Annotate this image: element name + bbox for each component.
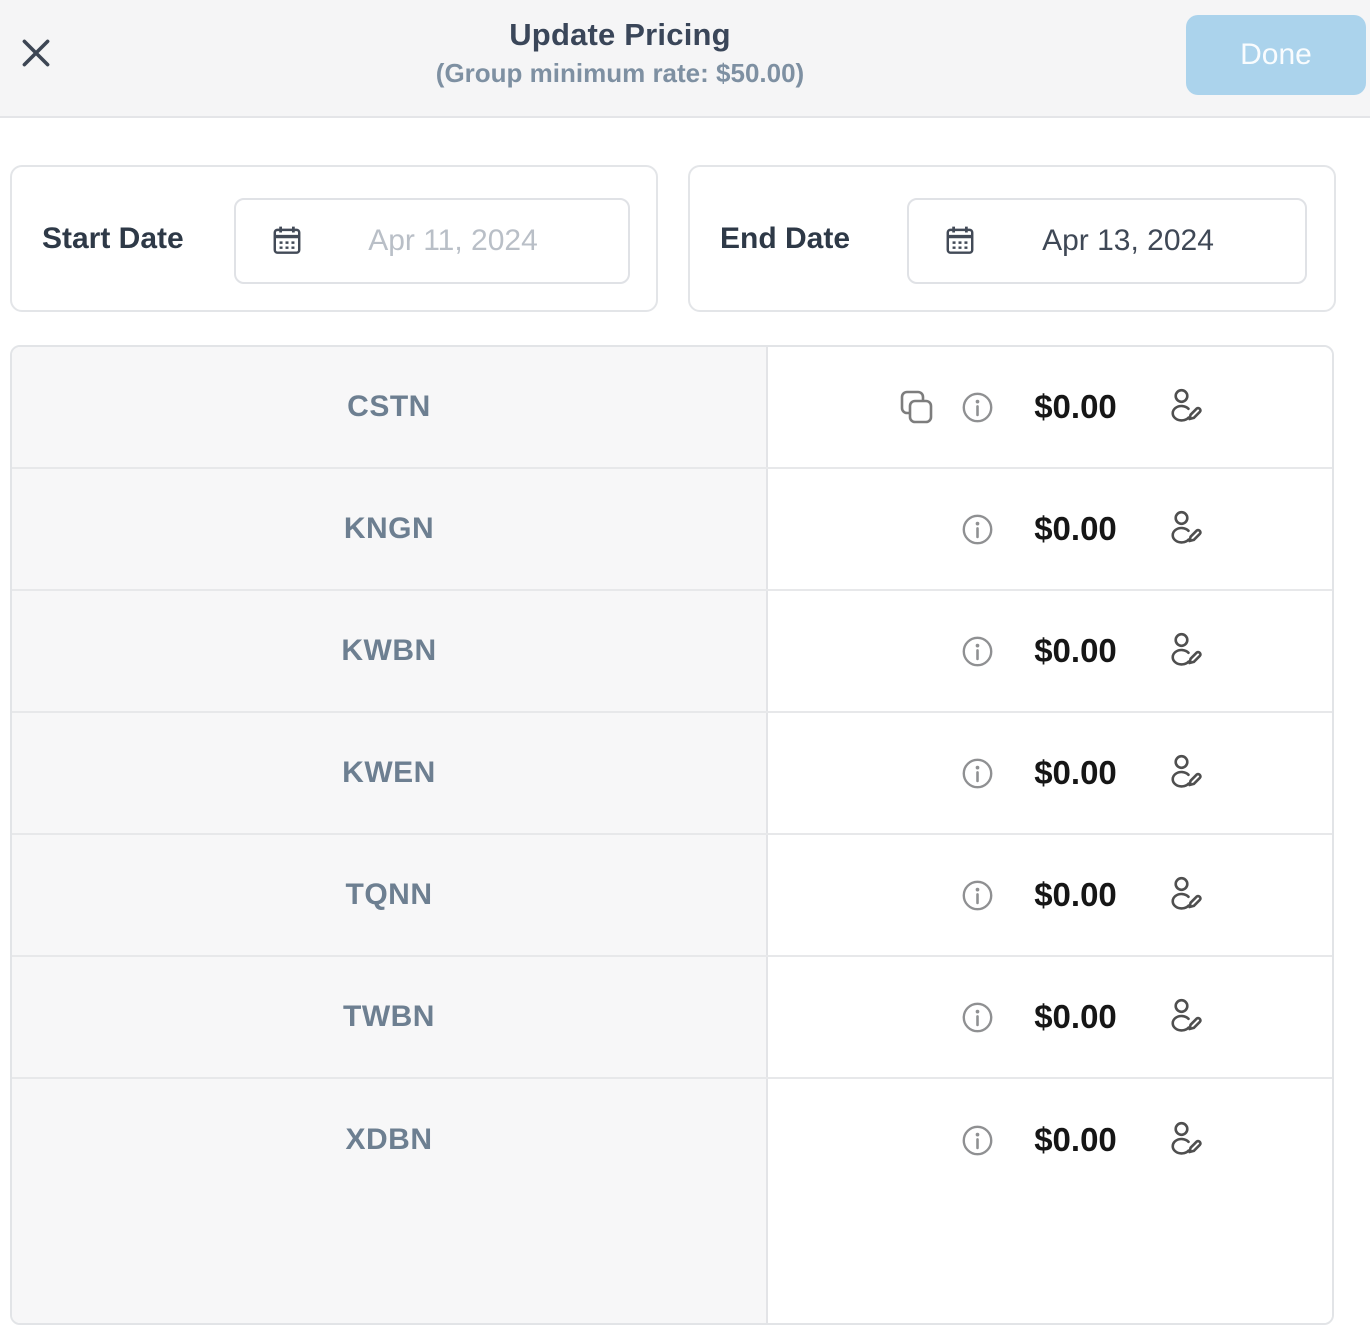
table-row: TWBN $0.00: [12, 957, 1332, 1079]
done-button[interactable]: Done: [1186, 15, 1366, 95]
end-date-field[interactable]: [977, 224, 1305, 258]
row-price-cell: $0.00: [768, 957, 1332, 1077]
row-code: TWBN: [343, 1000, 435, 1033]
page-title: Update Pricing: [509, 17, 731, 52]
row-price: $0.00: [1034, 754, 1117, 791]
row-code: XDBN: [345, 1123, 433, 1156]
info-icon[interactable]: [961, 879, 994, 912]
info-icon[interactable]: [961, 1124, 994, 1157]
table-row: KWEN $0.00: [12, 713, 1332, 835]
person-edit-icon[interactable]: [1165, 387, 1205, 427]
close-button[interactable]: [16, 34, 56, 74]
calendar-icon: [270, 224, 304, 258]
end-date-input[interactable]: [907, 198, 1307, 284]
row-price-cell: $0.00: [768, 591, 1332, 711]
row-price-cell: $0.00: [768, 469, 1332, 589]
row-price: $0.00: [1034, 510, 1117, 547]
person-edit-icon[interactable]: [1165, 997, 1205, 1037]
row-code-cell: CSTN: [12, 347, 768, 467]
person-edit-icon[interactable]: [1165, 631, 1205, 671]
row-price-cell: $0.00: [768, 1079, 1332, 1201]
info-icon[interactable]: [961, 1001, 994, 1034]
person-edit-icon[interactable]: [1165, 753, 1205, 793]
start-date-input[interactable]: [234, 198, 630, 284]
row-price: $0.00: [1034, 1121, 1117, 1158]
row-code-cell: TQNN: [12, 835, 768, 955]
table-row: KNGN $0.00: [12, 469, 1332, 591]
row-price-cell: $0.00: [768, 713, 1332, 833]
row-code: KWEN: [342, 756, 436, 789]
row-code-cell: KWBN: [12, 591, 768, 711]
info-icon[interactable]: [961, 513, 994, 546]
info-icon[interactable]: [961, 391, 994, 424]
row-code: KNGN: [343, 512, 435, 545]
row-code: CSTN: [347, 390, 431, 423]
info-icon[interactable]: [961, 635, 994, 668]
start-date-label: Start Date: [42, 221, 184, 255]
table-row: TQNN $0.00: [12, 835, 1332, 957]
pricing-table-body: CSTN $0.00: [12, 347, 1332, 1201]
copy-icon[interactable]: [895, 387, 935, 427]
table-row-partial: [12, 1201, 1332, 1323]
table-row: KWBN $0.00: [12, 591, 1332, 713]
calendar-icon: [943, 224, 977, 258]
person-edit-icon[interactable]: [1165, 1120, 1205, 1160]
row-code-cell: KNGN: [12, 469, 768, 589]
row-code: KWBN: [341, 634, 437, 667]
row-price: $0.00: [1034, 998, 1117, 1035]
row-price: $0.00: [1034, 388, 1117, 425]
person-edit-icon[interactable]: [1165, 509, 1205, 549]
row-code-cell: XDBN: [12, 1079, 768, 1201]
row-price: $0.00: [1034, 876, 1117, 913]
row-price-cell: $0.00: [768, 347, 1332, 467]
pricing-table: CSTN $0.00: [10, 345, 1334, 1325]
table-row: CSTN $0.00: [12, 347, 1332, 469]
row-code: TQNN: [345, 878, 433, 911]
info-icon[interactable]: [961, 757, 994, 790]
end-date-card: End Date: [688, 165, 1336, 312]
close-icon: [17, 39, 55, 75]
row-price: $0.00: [1034, 632, 1117, 669]
row-code-cell: TWBN: [12, 957, 768, 1077]
title-block: Update Pricing (Group minimum rate: $50.…: [0, 17, 1240, 89]
start-date-field[interactable]: [304, 224, 628, 258]
row-code-cell: KWEN: [12, 713, 768, 833]
end-date-label: End Date: [720, 221, 851, 255]
table-row: XDBN $0.00: [12, 1079, 1332, 1201]
modal-header: Update Pricing (Group minimum rate: $50.…: [0, 0, 1370, 118]
start-date-card: Start Date: [10, 165, 658, 312]
row-price-cell: $0.00: [768, 835, 1332, 955]
person-edit-icon[interactable]: [1165, 875, 1205, 915]
page-subtitle: (Group minimum rate: $50.00): [435, 58, 805, 88]
